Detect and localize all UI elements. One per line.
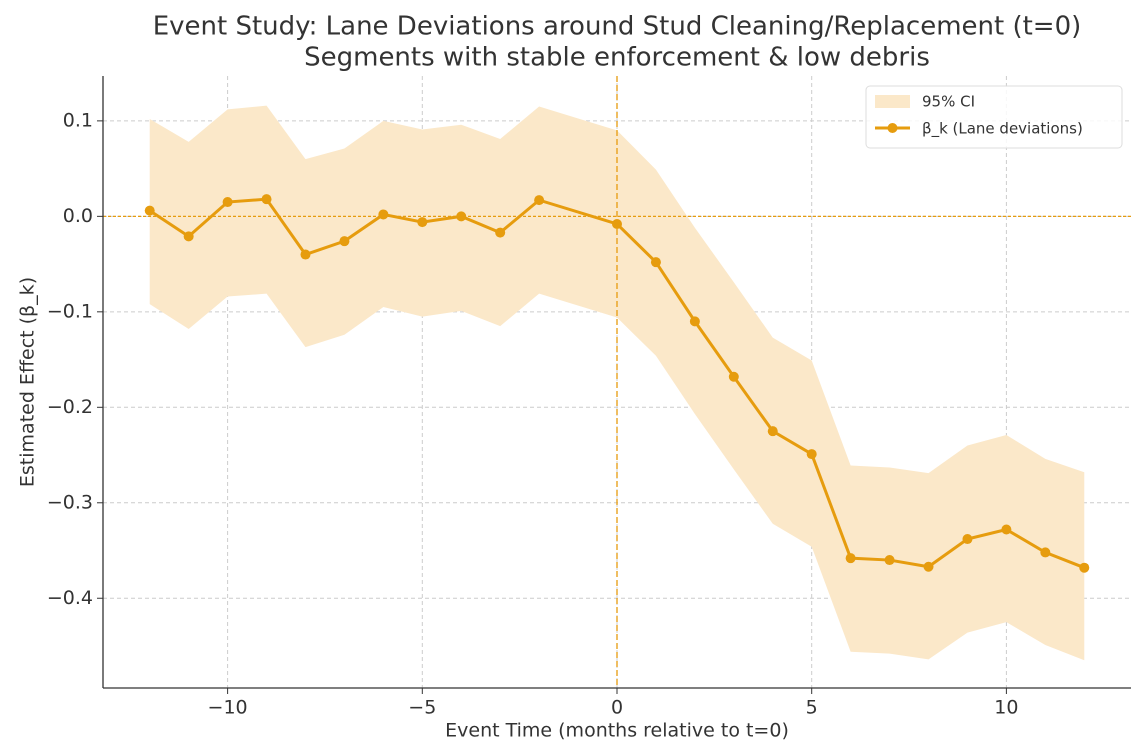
series-point — [456, 211, 467, 222]
legend-swatch — [887, 123, 898, 133]
series-point — [845, 553, 856, 564]
series-point — [962, 534, 973, 545]
series-point — [183, 231, 194, 242]
x-tick-label: 10 — [994, 697, 1018, 719]
series-point — [923, 561, 934, 572]
y-axis-label: Estimated Effect (β_k) — [17, 277, 39, 487]
chart-subtitle: Segments with stable enforcement & low d… — [304, 43, 930, 73]
series-point — [378, 209, 389, 220]
series-point — [728, 371, 739, 382]
x-tick-label: 5 — [806, 697, 818, 719]
y-tick-label: −0.2 — [47, 396, 93, 418]
legend-label: 95% CI — [922, 93, 975, 111]
series-point — [650, 257, 661, 268]
series-point — [612, 218, 622, 229]
series-point — [300, 249, 311, 260]
series-point — [417, 217, 428, 228]
x-tick-label: −10 — [208, 697, 248, 719]
series-line — [148, 197, 1085, 570]
y-tick-label: −0.3 — [47, 491, 93, 513]
x-tick-label: 0 — [611, 697, 623, 719]
series-point — [534, 195, 545, 206]
x-axis-label: Event Time (months relative to t=0) — [445, 720, 789, 742]
series-point — [884, 555, 895, 566]
y-tick-label: 0.0 — [63, 205, 93, 227]
series-point — [339, 236, 350, 247]
y-tick-label: −0.4 — [47, 587, 93, 609]
series-point — [222, 197, 233, 208]
series-point — [806, 449, 817, 460]
series-point — [689, 316, 700, 327]
series-point — [1001, 524, 1012, 535]
series-point — [1040, 547, 1051, 558]
legend-box — [865, 85, 1123, 149]
y-tick-label: −0.1 — [47, 300, 93, 322]
series-point — [261, 194, 272, 205]
legend-swatch — [875, 95, 910, 108]
x-tick-label: −5 — [408, 697, 436, 719]
series-point — [767, 426, 778, 437]
series-point — [1079, 562, 1090, 573]
series-point — [144, 205, 155, 216]
chart-title: Event Study: Lane Deviations around Stud… — [153, 12, 1082, 42]
y-tick-label: 0.1 — [63, 109, 93, 131]
ci-band — [149, 105, 1085, 661]
legend-label: β_k (Lane deviations) — [922, 120, 1083, 139]
series-point — [495, 227, 506, 238]
